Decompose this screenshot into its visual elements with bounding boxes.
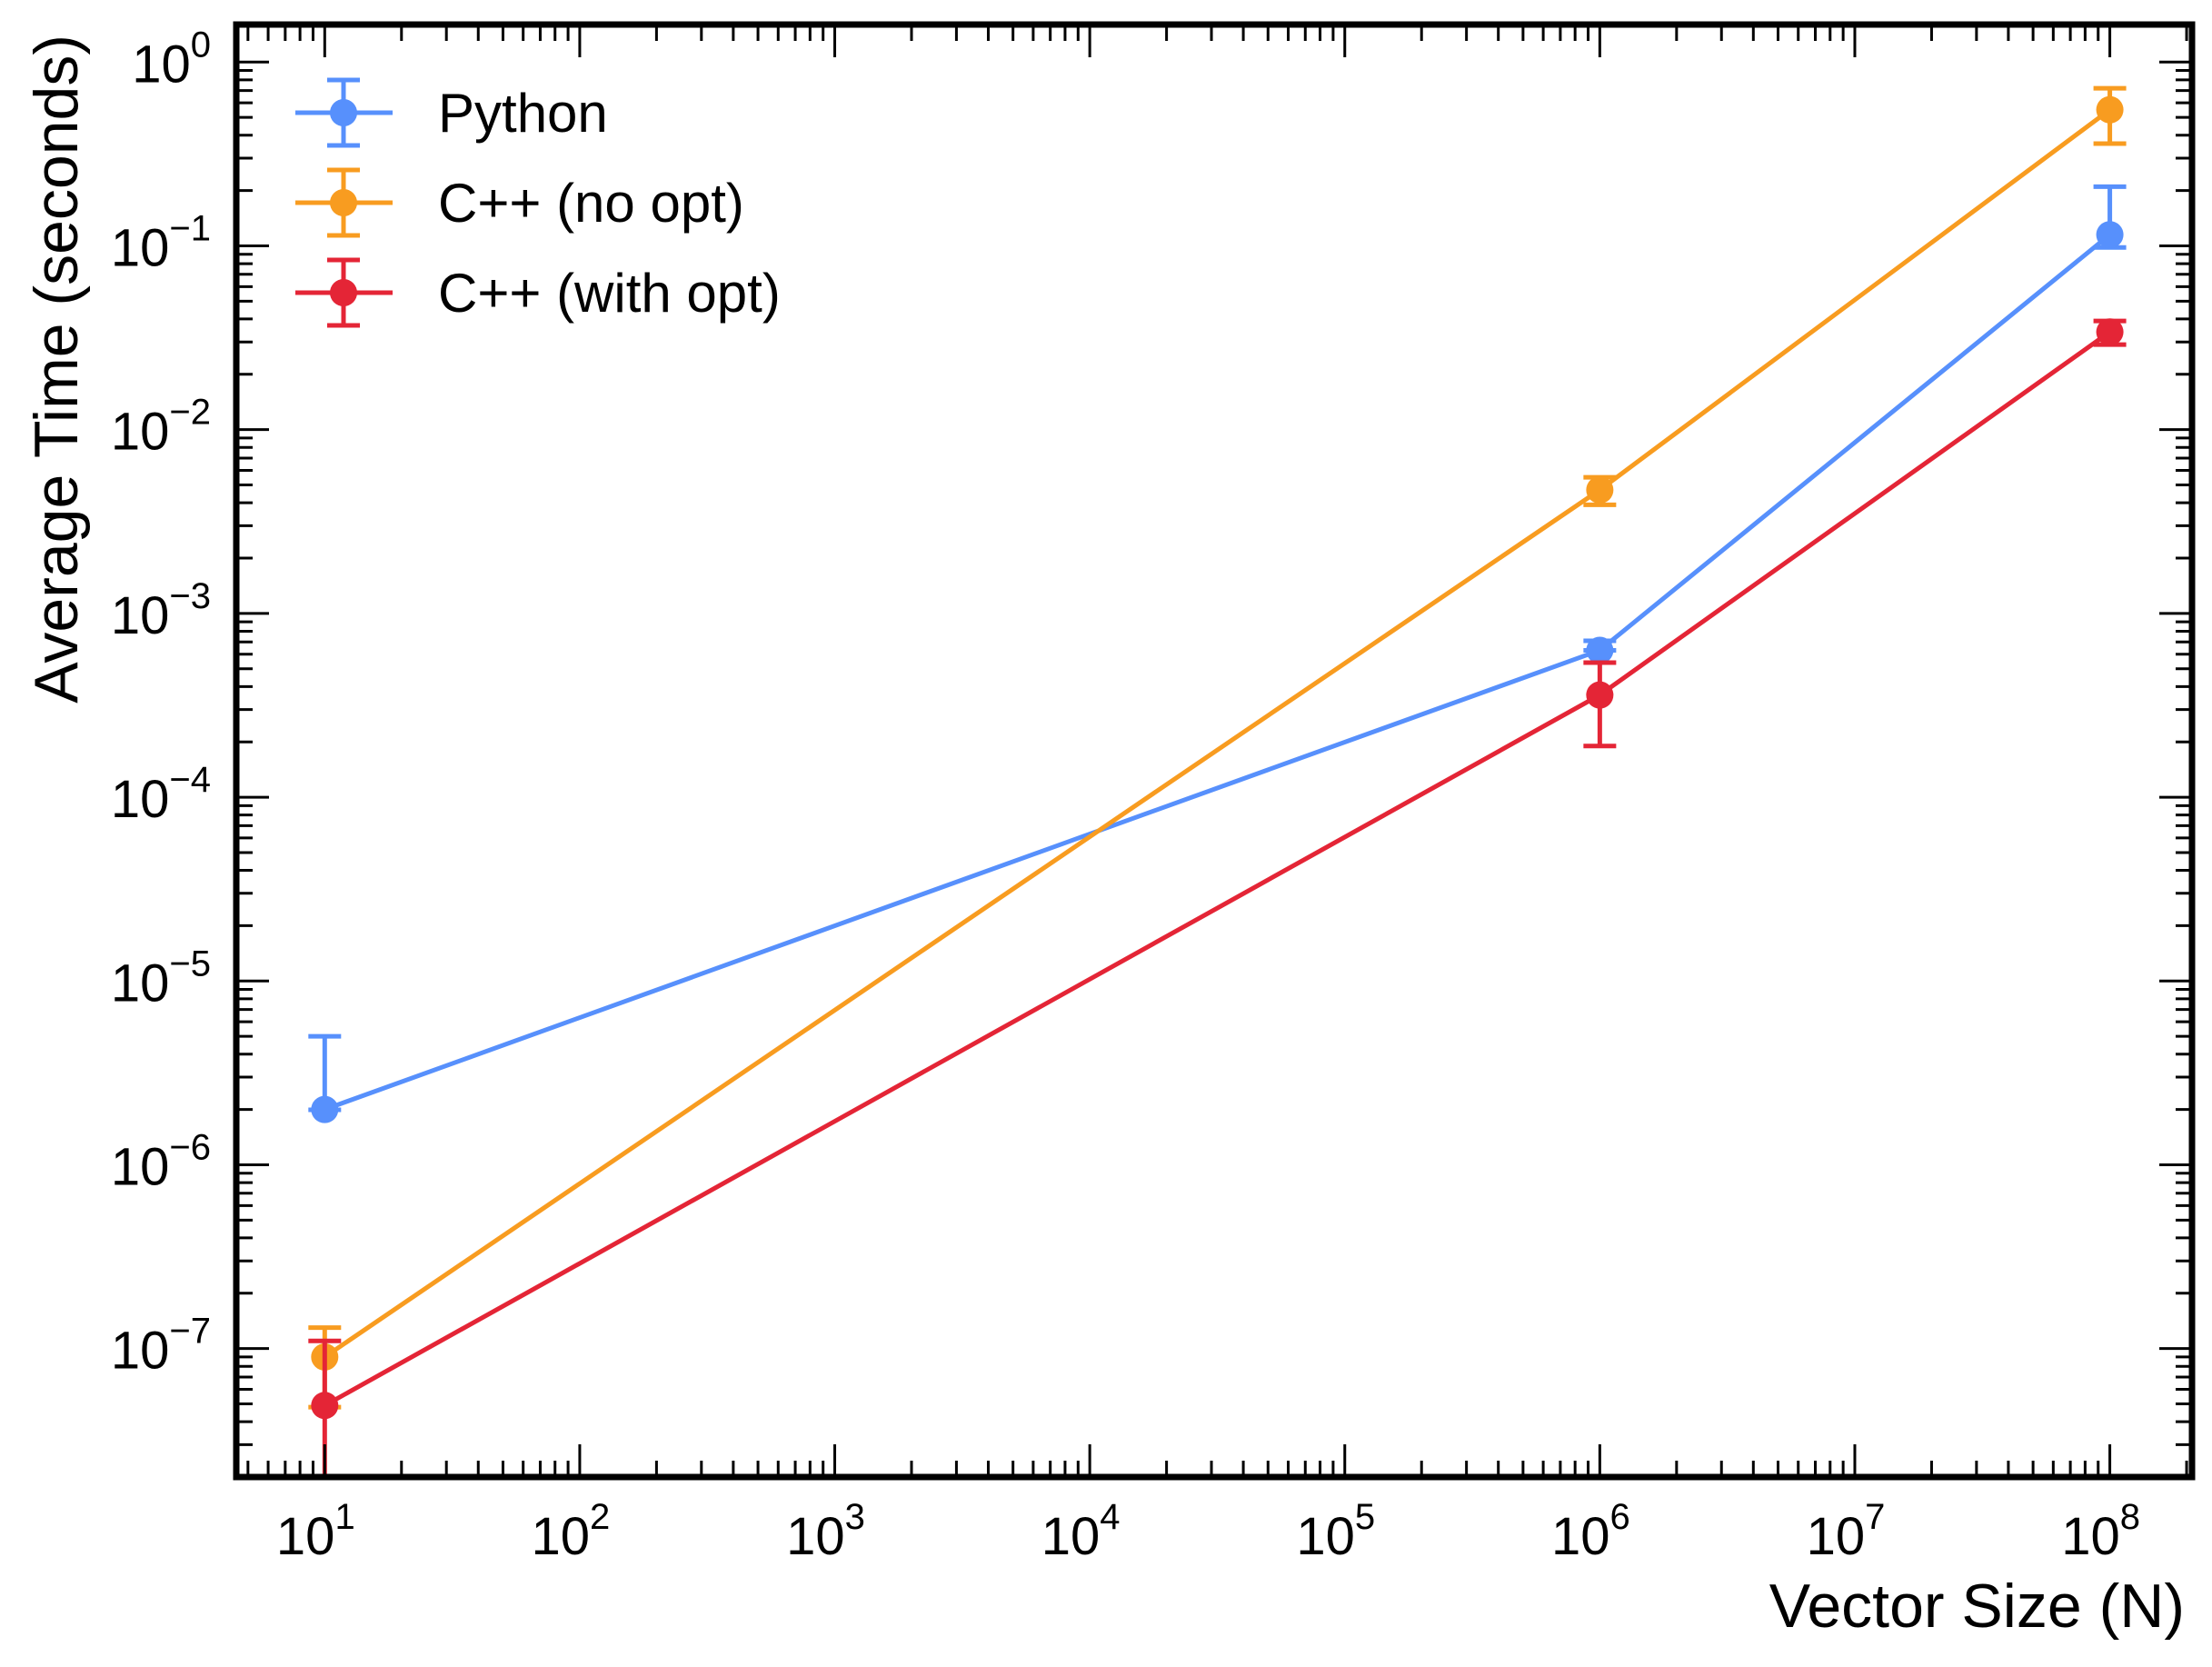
y-tick-exponent: 0 [191,25,211,65]
y-tick-label: 100 [132,25,211,94]
data-point [1586,636,1614,664]
x-tick-exponent: 3 [845,1497,865,1537]
y-tick-label: 10−2 [111,393,211,462]
y-tick-label: 10−6 [111,1127,211,1196]
data-point [1586,681,1614,709]
legend-entry: Python [295,77,608,148]
y-tick-exponent: −6 [169,1127,211,1167]
data-point [2096,95,2124,124]
y-tick-base: 10 [111,586,170,645]
x-tick-label: 106 [1551,1497,1630,1566]
x-tick-label: 104 [1041,1497,1121,1566]
x-tick-base: 10 [1807,1507,1866,1566]
y-tick-label: 10−1 [111,208,211,277]
y-tick-label: 10−3 [111,576,211,645]
x-tick-label: 101 [276,1497,355,1566]
series-0 [308,184,2127,1123]
x-tick-base: 10 [1551,1507,1610,1566]
series-line [324,330,2112,1408]
y-tick-base: 10 [111,403,170,462]
legend: Python C++ (no opt) C++ (with opt) [295,77,781,328]
legend-entry: C++ (with opt) [295,257,781,328]
y-tick-base: 10 [111,953,170,1013]
legend-label: Python [438,83,608,144]
series-line [324,233,2112,1112]
x-tick-exponent: 4 [1100,1497,1120,1537]
plot-frame [233,21,2196,1481]
x-tick-exponent: 1 [334,1497,354,1537]
x-tick-exponent: 2 [590,1497,610,1537]
y-axis-label: Average Time (seconds) [22,35,91,704]
y-tick-exponent: −4 [169,760,211,800]
data-point [2096,318,2124,346]
x-tick-base: 10 [786,1507,845,1566]
x-tick-label: 102 [532,1497,611,1566]
series-2 [308,318,2127,1477]
x-tick-base: 10 [2061,1507,2120,1566]
y-tick-base: 10 [132,35,191,94]
y-tick-label: 10−7 [111,1312,211,1381]
x-tick-exponent: 8 [2120,1497,2140,1537]
legend-marker [330,279,357,306]
y-tick-label: 10−4 [111,760,211,829]
legend-marker [330,99,357,126]
y-tick-exponent: −3 [169,576,211,616]
x-tick-exponent: 6 [1609,1497,1629,1537]
legend-label: C++ (no opt) [438,173,744,234]
x-tick-base: 10 [1296,1507,1355,1566]
legend-label: C++ (with opt) [438,263,781,324]
x-tick-label: 105 [1296,1497,1375,1566]
y-tick-exponent: −7 [169,1312,211,1352]
y-tick-base: 10 [111,770,170,829]
y-tick-exponent: −2 [169,393,211,433]
y-tick-exponent: −5 [169,943,211,983]
x-axis-label: Vector Size (N) [1769,1572,2185,1641]
legend-marker [330,189,357,216]
y-tick-label: 10−5 [111,943,211,1013]
x-tick-base: 10 [532,1507,591,1566]
y-tick-base: 10 [111,218,170,277]
y-tick-exponent: −1 [169,208,211,248]
series-layer [308,85,2127,1477]
data-point [1586,475,1614,504]
y-tick-base: 10 [111,1137,170,1196]
x-tick-base: 10 [276,1507,335,1566]
x-tick-exponent: 7 [1865,1497,1885,1537]
data-point [311,1392,339,1420]
x-tick-label: 108 [2061,1497,2140,1566]
x-tick-label: 107 [1807,1497,1886,1566]
data-point [2096,221,2124,249]
x-tick-exponent: 5 [1355,1497,1375,1537]
legend-entry: C++ (no opt) [295,167,744,238]
data-point [311,1095,339,1123]
x-tick-label: 103 [786,1497,865,1566]
y-tick-base: 10 [111,1322,170,1381]
x-tick-base: 10 [1041,1507,1101,1566]
